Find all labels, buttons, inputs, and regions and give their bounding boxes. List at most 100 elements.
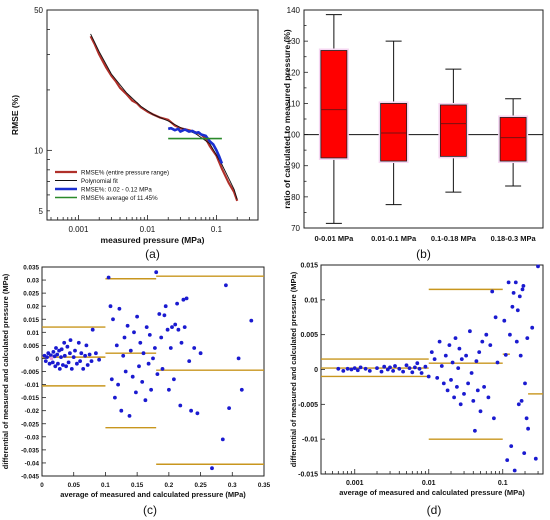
y-tick-label: -0.005 — [298, 402, 318, 409]
data-point-94 — [189, 408, 194, 413]
data-point-31 — [76, 340, 81, 345]
y-tick-label: 80 — [291, 193, 300, 202]
panel-d: -0.015 -0.01 -0.005 0 0.005 0.01 0.015 0.001 0.0… — [289, 263, 544, 517]
data-point-69 — [506, 280, 511, 285]
data-point-55 — [477, 350, 482, 354]
data-point-8 — [50, 360, 55, 365]
data-point-33 — [79, 351, 84, 356]
x-tick-label: 0.001 — [68, 225, 89, 234]
data-point-87 — [176, 327, 181, 332]
data-point-14 — [388, 365, 392, 370]
y-tick-label: 0.03 — [27, 278, 40, 285]
data-point-99 — [220, 437, 225, 442]
y-tick-label: 0 — [314, 367, 318, 374]
data-point-13 — [55, 352, 60, 357]
data-point-63 — [492, 416, 496, 421]
data-point-100 — [224, 283, 228, 288]
data-point-77 — [160, 367, 165, 371]
data-point-18 — [401, 369, 405, 374]
data-point-58 — [482, 385, 486, 389]
data-point-34 — [443, 353, 448, 358]
data-point-80 — [165, 327, 170, 332]
data-point-59 — [132, 330, 136, 335]
panel-c-y-axis-label: differential of measured and calculated … — [1, 273, 10, 469]
data-point-37 — [85, 363, 90, 367]
data-point-49 — [116, 382, 120, 387]
y-tick-label: -0.02 — [25, 408, 40, 415]
data-point-28 — [71, 355, 76, 359]
data-point-27 — [426, 374, 431, 379]
y-tick-label: 0 — [35, 356, 39, 363]
y-tick-label: 120 — [287, 68, 301, 77]
data-point-19 — [404, 363, 409, 368]
data-point-12 — [54, 346, 58, 350]
data-point-91 — [536, 264, 540, 269]
y-tick-label: -0.025 — [21, 421, 39, 428]
data-point-68 — [146, 361, 151, 366]
data-point-2 — [43, 359, 48, 363]
data-point-39 — [452, 395, 456, 400]
data-point-4 — [46, 351, 51, 356]
panel-d-y-axis-label: differential of measured and calculated … — [289, 271, 298, 467]
data-point-9 — [51, 350, 56, 354]
y-tick-label: 0.005 — [300, 332, 318, 339]
x-tick-label: 0.05 — [68, 482, 81, 489]
y-tick-label: 0.015 — [300, 263, 318, 270]
data-point-84 — [522, 451, 527, 455]
data-point-43 — [106, 275, 111, 280]
data-point-81 — [519, 399, 524, 403]
data-point-90 — [181, 297, 186, 302]
data-point-6 — [49, 353, 53, 358]
data-point-22 — [413, 365, 417, 370]
y-tick-label: -0.03 — [25, 434, 40, 441]
data-point-16 — [393, 364, 397, 368]
data-point-9 — [367, 369, 372, 373]
data-point-30 — [75, 361, 79, 366]
data-point-85 — [173, 322, 178, 327]
y-tick-label: 0.035 — [23, 265, 39, 272]
data-point-32 — [439, 364, 444, 368]
data-point-53 — [122, 335, 127, 340]
panel-c-plot-frame — [41, 266, 265, 477]
data-point-63 — [138, 340, 143, 345]
data-point-23 — [415, 361, 420, 366]
data-point-38 — [87, 352, 92, 357]
y-tick-label: -0.005 — [21, 369, 39, 376]
data-point-90 — [533, 456, 538, 461]
data-point-41 — [455, 385, 459, 389]
data-point-11 — [379, 369, 384, 374]
panel-d-x-axis-label: average of measured and calculated press… — [339, 488, 525, 497]
data-point-61 — [488, 343, 493, 347]
data-point-54 — [123, 369, 128, 374]
data-point-70 — [149, 387, 154, 392]
data-point-20 — [62, 340, 67, 345]
data-point-89 — [179, 340, 184, 345]
data-point-51 — [471, 399, 476, 403]
data-point-65 — [141, 351, 146, 356]
data-point-87 — [525, 336, 530, 340]
data-point-15 — [391, 369, 395, 373]
data-point-93 — [187, 359, 192, 363]
data-point-21 — [410, 370, 415, 375]
data-point-89 — [530, 325, 535, 330]
data-point-49 — [468, 329, 472, 334]
data-point-14 — [56, 361, 60, 366]
y-tick-label: -0.015 — [21, 395, 39, 402]
data-point-97 — [198, 351, 203, 356]
data-point-70 — [508, 332, 512, 337]
data-point-24 — [417, 366, 422, 371]
data-point-40 — [90, 327, 95, 332]
legend-label-2: Polynomial fit — [81, 178, 118, 185]
data-point-16 — [57, 367, 62, 371]
data-point-20 — [407, 366, 412, 370]
data-point-39 — [89, 359, 94, 363]
data-point-24 — [66, 360, 71, 365]
data-point-30 — [435, 376, 440, 380]
data-point-71 — [509, 444, 514, 448]
data-point-47 — [464, 353, 468, 358]
legend-label-3: RMSE%: 0.02 - 0.12 MPa — [81, 187, 152, 194]
data-point-36 — [447, 343, 452, 347]
y-tick-label: 50 — [34, 6, 43, 15]
data-point-11 — [53, 364, 58, 369]
x-tick-label: 0.001 — [346, 480, 364, 487]
